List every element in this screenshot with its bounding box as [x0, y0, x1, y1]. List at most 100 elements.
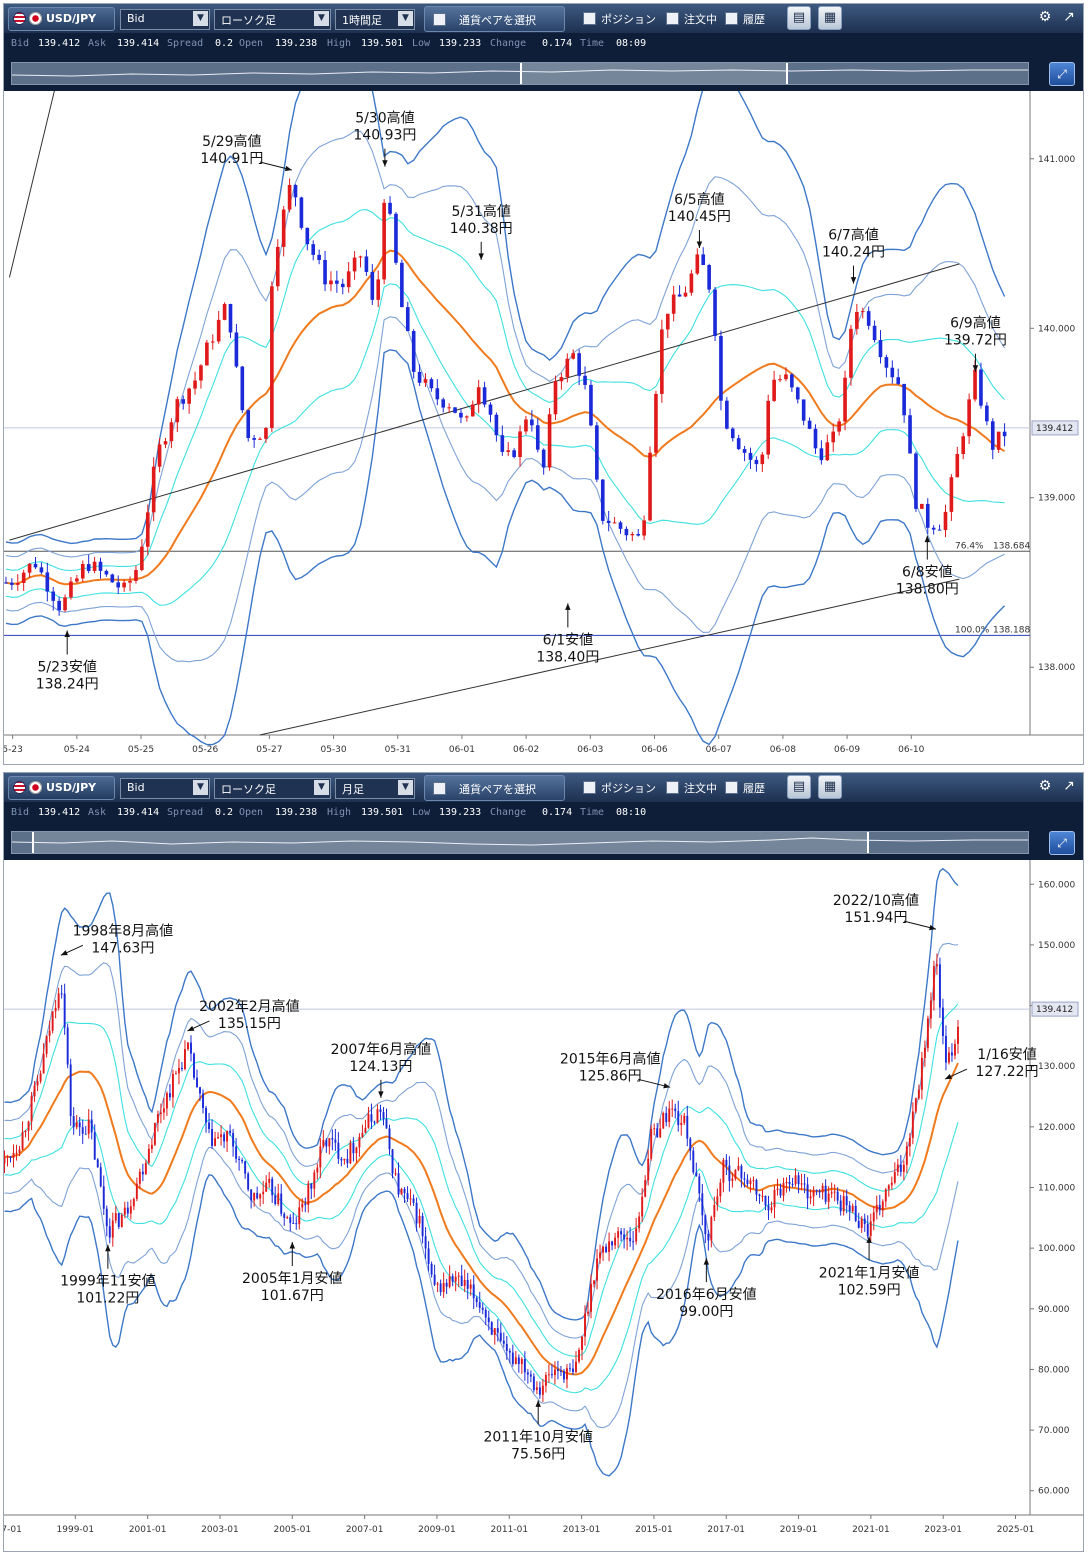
candle-up: [265, 1182, 268, 1192]
candle-down: [854, 1205, 857, 1221]
chart-style-select[interactable]: ローソク足 ▼: [214, 778, 331, 799]
chart-style-select[interactable]: ローソク足 ▼: [214, 9, 331, 30]
candle-up: [955, 453, 960, 478]
currency-pair-button[interactable]: USD/JPY: [8, 7, 115, 31]
window-layout-icon[interactable]: ▤: [787, 775, 811, 799]
price-type-select[interactable]: Bid ▼: [120, 778, 210, 799]
bollinger-bands: [5, 91, 1006, 746]
candle-down: [791, 1184, 794, 1186]
candle-down: [60, 993, 63, 995]
window-layout-icon[interactable]: ▤: [787, 6, 811, 30]
gear-icon[interactable]: ⚙: [1038, 9, 1052, 25]
currency-pair-button[interactable]: USD/JPY: [8, 776, 115, 800]
annotation-title: 2021年1月安値: [819, 1265, 920, 1281]
orders-checkbox[interactable]: [666, 12, 679, 25]
position-checkbox[interactable]: [583, 12, 596, 25]
window-split-icon[interactable]: ▦: [818, 6, 842, 30]
candle-up: [683, 292, 688, 297]
annotation-value: 147.63円: [91, 940, 154, 956]
pair-select-checkbox[interactable]: [433, 782, 446, 795]
chevron-down-icon: ▼: [314, 11, 329, 26]
history-checkbox[interactable]: [725, 12, 738, 25]
candle-down: [538, 1387, 541, 1395]
annotation-arrowhead: [703, 1258, 710, 1265]
candle-down: [698, 1176, 701, 1194]
candle-up: [27, 1121, 30, 1131]
orders-checkbox[interactable]: [666, 781, 679, 794]
candle-up: [905, 1146, 908, 1165]
candle-down: [63, 993, 66, 1028]
candle-down: [487, 1317, 490, 1323]
candle-down: [937, 529, 942, 531]
candle-up: [731, 1178, 734, 1181]
price-type-select[interactable]: Bid ▼: [120, 9, 210, 30]
candle-up: [902, 1164, 905, 1172]
annotation-value: 101.67円: [261, 1288, 324, 1304]
chevron-down-icon: ▼: [398, 11, 413, 26]
pair-select-checkbox[interactable]: [433, 13, 446, 26]
navigator-track[interactable]: [11, 831, 1029, 854]
expand-icon[interactable]: ⤢: [1049, 831, 1075, 855]
candle-down: [235, 1146, 238, 1159]
pair-select-button[interactable]: 通貨ペアを選択: [424, 775, 565, 801]
candle-up: [996, 431, 1001, 450]
annotation-arrowhead: [64, 630, 70, 637]
candle-down: [400, 262, 404, 308]
candle-down: [704, 1215, 707, 1234]
candle-up: [286, 1217, 289, 1219]
candle-down: [728, 1165, 731, 1181]
candle-down: [701, 254, 706, 266]
navigator-track[interactable]: [11, 62, 1029, 85]
candle-down: [589, 384, 593, 426]
time-label: Time: [580, 807, 605, 818]
low-label: Low: [412, 807, 431, 818]
pair-select-button[interactable]: 通貨ペアを選択: [424, 6, 565, 32]
candle-up: [520, 1359, 523, 1365]
popout-icon[interactable]: ↗: [1063, 9, 1075, 25]
candle-down: [90, 1119, 93, 1133]
candle-up: [599, 1252, 602, 1259]
candle-up: [129, 1206, 132, 1214]
candle-up: [821, 1185, 824, 1193]
candle-down: [196, 1077, 198, 1088]
candle-down: [866, 311, 871, 326]
candle-up: [376, 1109, 379, 1123]
navigator-selection[interactable]: [520, 63, 789, 84]
popout-icon[interactable]: ↗: [1063, 778, 1075, 794]
candle-up: [436, 1283, 439, 1285]
candle-down: [439, 1283, 442, 1293]
candle-down: [490, 1322, 493, 1335]
annotation-title: 6/7高値: [828, 227, 879, 244]
candle-down: [944, 1035, 947, 1063]
candle-up: [908, 1137, 911, 1147]
candle-down: [451, 1276, 454, 1282]
navigator-selection[interactable]: [32, 832, 870, 853]
high-label: High: [327, 38, 352, 49]
window-split-icon[interactable]: ▦: [818, 775, 842, 799]
monthly-candlestick-chart: 60.000 70.000 80.000 90.000 100.000 110.000 12…: [3, 860, 1084, 1552]
candle-up: [760, 454, 765, 465]
timeframe-select[interactable]: 1時間足 ▼: [335, 9, 415, 30]
candle-down: [719, 335, 723, 401]
annotation-value: 135.15円: [218, 1016, 281, 1032]
gear-icon[interactable]: ⚙: [1038, 778, 1052, 794]
history-checkbox[interactable]: [725, 781, 738, 794]
candle-down: [656, 1128, 659, 1138]
candle-up: [881, 1201, 884, 1211]
candle-up: [593, 1280, 596, 1285]
annotation-arrowhead: [378, 1091, 384, 1098]
candle-down: [117, 1213, 120, 1227]
candle-up: [770, 1207, 773, 1211]
candle-down: [517, 1357, 520, 1365]
time-value: 08:09: [616, 38, 647, 49]
timeframe-select[interactable]: 月足 ▼: [335, 778, 415, 799]
position-checkbox[interactable]: [583, 781, 596, 794]
candle-down: [199, 1087, 201, 1094]
candle-up: [418, 1215, 421, 1224]
expand-icon[interactable]: ⤢: [1049, 62, 1075, 86]
y-tick-label: 140.000: [1038, 324, 1075, 334]
candle-up: [584, 1313, 586, 1337]
annotation-value: 140.93円: [353, 128, 416, 144]
candle-up: [358, 256, 363, 258]
candle-up: [869, 1221, 872, 1236]
